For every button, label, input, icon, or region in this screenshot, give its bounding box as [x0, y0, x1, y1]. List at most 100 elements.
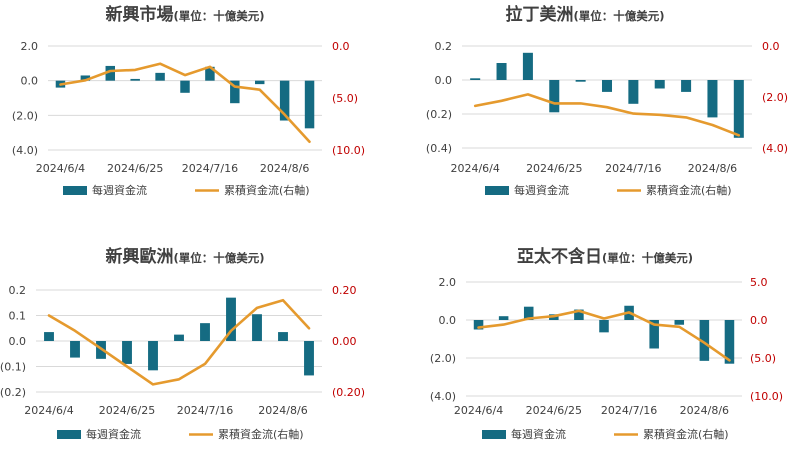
- x-tick-label: 2024/6/4: [36, 162, 85, 175]
- x-tick-label: 2024/8/6: [680, 404, 729, 417]
- cumulative-flow-line: [473, 93, 741, 137]
- weekly-flow-bar: [130, 78, 140, 81]
- right-tick-label: (2.0): [762, 91, 788, 104]
- chart-title-unit: (單位：十億美元): [573, 9, 664, 23]
- weekly-flow-bar: [628, 80, 639, 104]
- chart-title-main: 拉丁美洲: [505, 4, 573, 25]
- weekly-flow-bar: [473, 320, 484, 330]
- x-tick-label: 2024/6/4: [454, 404, 503, 417]
- legend-line-label: 累積資金流(右軸): [643, 427, 729, 441]
- left-tick-label: (2.0): [12, 109, 38, 122]
- weekly-flow-bar: [601, 80, 613, 92]
- weekly-flow-bar: [724, 320, 735, 364]
- weekly-flow-bar: [304, 341, 314, 376]
- weekly-flow-bar: [279, 80, 290, 121]
- legend-line-label: 累積資金流(右軸): [224, 183, 310, 197]
- left-tick-label: 2.0: [21, 40, 39, 53]
- weekly-flow-bar: [549, 80, 560, 113]
- left-tick-label: (4.0): [12, 144, 38, 157]
- weekly-flow-bar: [230, 80, 240, 104]
- left-tick-label: (0.2): [426, 108, 452, 121]
- x-tick-label: 2024/6/4: [450, 162, 499, 175]
- weekly-flow-bar: [180, 80, 190, 93]
- right-tick-label: 0.0: [750, 314, 768, 327]
- right-tick-label: (10.0): [332, 144, 365, 157]
- weekly-flow-bar: [523, 306, 534, 320]
- legend-bar-swatch: [482, 430, 506, 439]
- right-tick-label: 0.0: [332, 40, 350, 53]
- x-tick-label: 2024/8/6: [688, 162, 737, 175]
- chart-title-unit: (單位：十億美元): [173, 251, 264, 265]
- weekly-flow-bar: [707, 80, 718, 118]
- weekly-flow-bar: [252, 314, 262, 341]
- cumulative-flow-line: [59, 62, 311, 143]
- left-tick-label: 2.0: [439, 276, 457, 289]
- chart-panel-2: 拉丁美洲(單位：十億美元) 0.2 0.0 (0.2) (0.4) 0.0 (2.0) (4.…: [426, 4, 788, 197]
- x-tick-label: 2024/7/16: [601, 404, 657, 417]
- weekly-flow-bar: [254, 80, 265, 85]
- weekly-flow-bar: [226, 297, 236, 341]
- weekly-flow-bar: [496, 63, 507, 80]
- left-tick-label: 0.0: [435, 74, 453, 87]
- chart-panel-3: 新興歐洲(單位：十億美元) 0.2 0.1 0.0 (0.1) (0.2) 0.20 0.00…: [0, 246, 365, 441]
- chart-title: 新興市場(單位：十億美元): [105, 4, 264, 25]
- x-tick-label: 2024/6/25: [526, 404, 582, 417]
- x-tick-label: 2024/6/4: [24, 404, 73, 417]
- weekly-flow-bar: [470, 78, 481, 80]
- x-tick-label: 2024/7/16: [182, 162, 238, 175]
- cumulative-flow-line: [47, 298, 311, 386]
- legend-bar-swatch: [485, 186, 509, 195]
- left-tick-label: (0.4): [426, 142, 452, 155]
- chart-title-unit: (單位：十億美元): [602, 251, 693, 265]
- weekly-flow-bar: [278, 332, 288, 341]
- weekly-flow-bar: [498, 316, 509, 320]
- left-tick-label: 0.1: [9, 310, 27, 323]
- chart-title: 亞太不含日(單位：十億美元): [517, 246, 693, 267]
- weekly-flow-bar: [599, 320, 609, 333]
- chart-title-main: 亞太不含日: [517, 246, 602, 267]
- left-tick-label: 0.0: [21, 75, 39, 88]
- chart-title: 新興歐洲(單位：十億美元): [105, 246, 264, 267]
- left-tick-label: 0.0: [9, 335, 27, 348]
- x-tick-label: 2024/8/6: [260, 162, 309, 175]
- weekly-flow-bar: [574, 309, 584, 320]
- weekly-flow-bar: [44, 332, 54, 341]
- chart-title: 拉丁美洲(單位：十億美元): [505, 4, 664, 25]
- left-tick-label: 0.0: [439, 314, 457, 327]
- left-tick-label: (2.0): [430, 352, 456, 365]
- weekly-flow-bar: [575, 80, 586, 82]
- right-tick-label: 0.0: [762, 40, 780, 53]
- legend-bar-label: 每週資金流: [511, 427, 566, 441]
- x-tick-label: 2024/6/25: [107, 162, 163, 175]
- weekly-flow-bar: [70, 341, 80, 358]
- legend-line-label: 累積資金流(右軸): [218, 427, 304, 441]
- right-tick-label: 0.20: [332, 284, 357, 297]
- weekly-flow-bar: [200, 323, 210, 341]
- weekly-flow-bar: [654, 80, 665, 89]
- weekly-flow-bar: [674, 320, 685, 325]
- legend-bar-label: 每週資金流: [514, 183, 569, 197]
- right-tick-label: (0.20): [332, 386, 365, 399]
- weekly-flow-bar: [649, 320, 659, 349]
- weekly-flow-bar: [105, 65, 116, 81]
- right-tick-label: (5.0): [332, 92, 358, 105]
- x-tick-label: 2024/8/6: [258, 404, 307, 417]
- weekly-flow-bar: [148, 341, 158, 371]
- left-tick-label: 0.2: [9, 284, 27, 297]
- x-tick-label: 2024/7/16: [177, 404, 233, 417]
- legend-line-label: 累積資金流(右軸): [646, 183, 732, 197]
- legend-bar-swatch: [57, 430, 81, 439]
- chart-title-unit: (單位：十億美元): [173, 9, 264, 23]
- weekly-flow-bar: [155, 72, 165, 81]
- weekly-flow-bar: [681, 80, 692, 92]
- left-tick-label: (4.0): [430, 390, 456, 403]
- legend-bar-label: 每週資金流: [92, 183, 147, 197]
- chart-title-main: 新興歐洲: [105, 246, 173, 267]
- left-tick-label: (0.2): [0, 386, 26, 399]
- legend-bar-label: 每週資金流: [86, 427, 141, 441]
- chart-title-main: 新興市場: [105, 4, 173, 25]
- right-tick-label: 5.0: [750, 276, 768, 289]
- right-tick-label: (4.0): [762, 142, 788, 155]
- weekly-flow-bar: [174, 334, 184, 341]
